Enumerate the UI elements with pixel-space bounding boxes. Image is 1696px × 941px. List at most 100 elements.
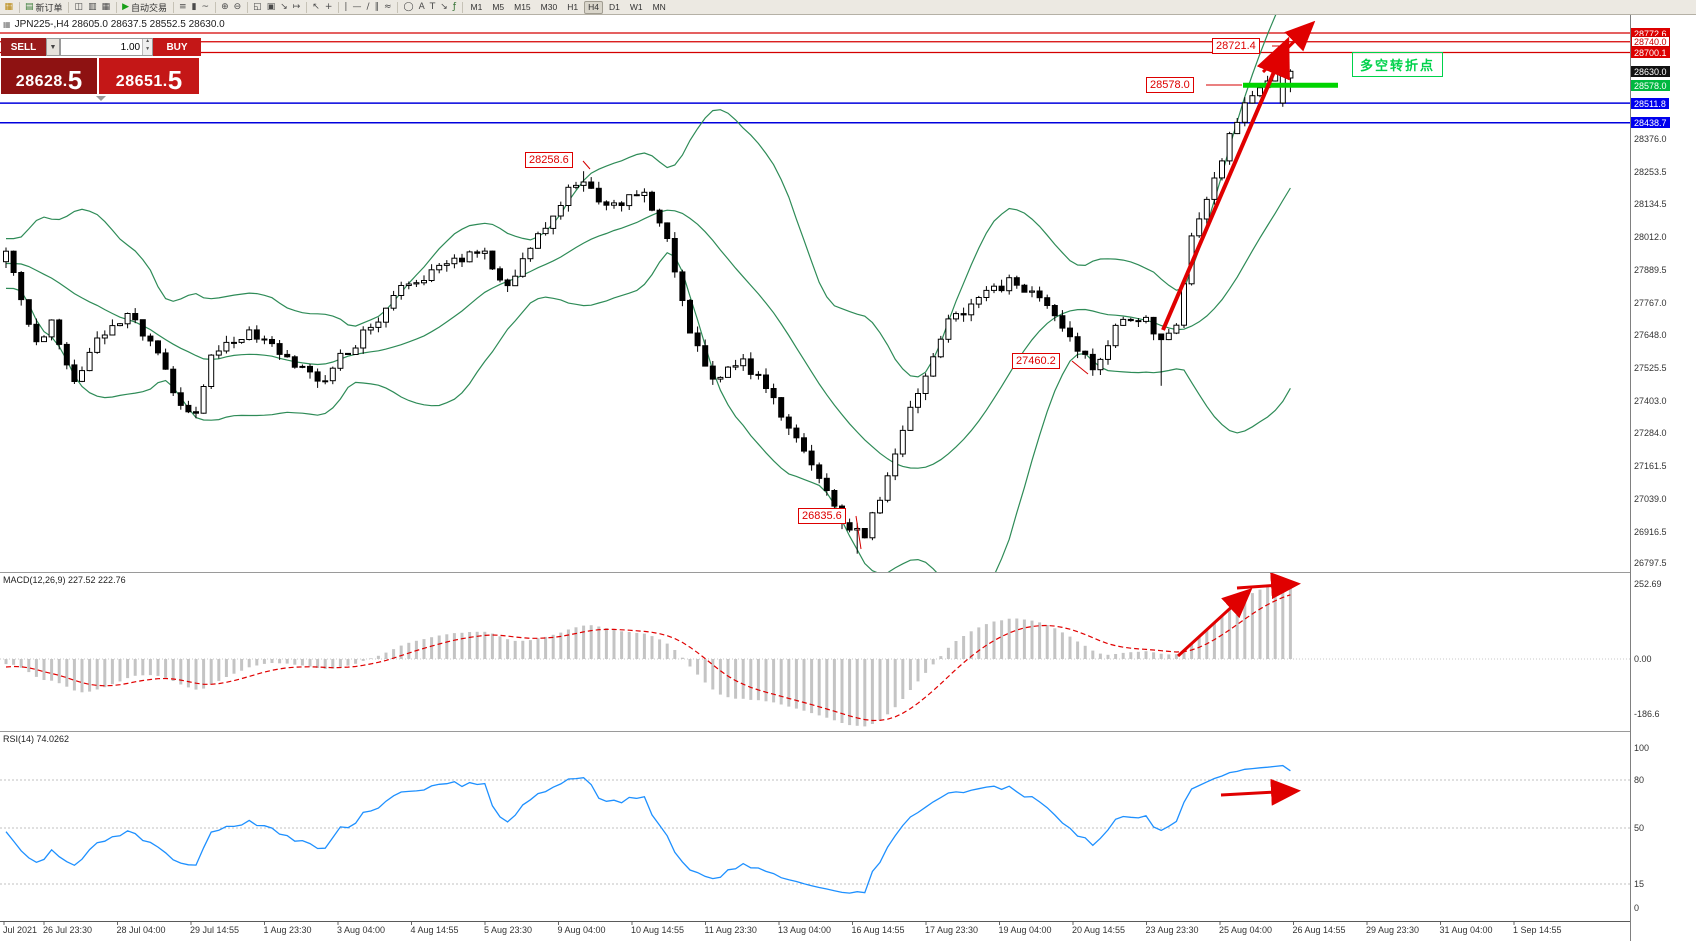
text-label-button[interactable]: T	[427, 1, 438, 14]
candle-body	[18, 272, 25, 301]
timeframe-h4-button[interactable]: H4	[583, 0, 604, 14]
panel-collapse-handle[interactable]	[96, 96, 106, 101]
candle-body	[291, 356, 298, 368]
candle-body	[421, 280, 427, 284]
macd-histogram-bar	[110, 659, 114, 685]
candle-body	[960, 313, 967, 316]
price-axis-tick: 28376.0	[1634, 134, 1667, 145]
timeframe-w1-button[interactable]: W1	[629, 1, 643, 12]
sell-price-display[interactable]: 28628. 5	[1, 58, 97, 94]
timeframe-h1-button[interactable]: H1	[567, 1, 579, 12]
zoom-in-icon: ⊕	[221, 1, 229, 12]
candle-body	[679, 271, 686, 301]
horizontal-line-button[interactable]: —	[350, 1, 364, 14]
macd-panel-separator[interactable]	[0, 572, 1630, 573]
cascade-windows-button[interactable]: ▣	[264, 1, 278, 14]
macd-histogram-bar	[316, 659, 320, 668]
fibonacci-button[interactable]: ≈	[381, 1, 394, 14]
timeframe-m30-button[interactable]: M30	[540, 1, 558, 12]
macd-histogram-bar	[308, 659, 312, 667]
candle-body	[390, 295, 397, 309]
candle-body	[215, 350, 222, 356]
timeframe-m1-button[interactable]: M1	[470, 1, 483, 12]
macd-histogram-bar	[430, 637, 434, 659]
time-axis-label: 29 Aug 23:30	[1366, 925, 1420, 935]
volume-input[interactable]	[61, 39, 143, 55]
macd-histogram-bar	[756, 659, 760, 701]
macd-histogram-bar	[1258, 589, 1262, 659]
macd-histogram-bar	[1106, 654, 1110, 659]
tile-windows-button[interactable]: ◱	[251, 1, 265, 14]
chart-shift-icon: ↦	[292, 1, 301, 12]
bar-chart-button[interactable]: ≡	[177, 1, 190, 14]
terminal-button[interactable]: ▦	[99, 1, 113, 14]
line-chart-button[interactable]: ~	[199, 1, 212, 14]
macd-axis-tick: 0.00	[1634, 653, 1652, 664]
timeframe-d1-button[interactable]: D1	[608, 1, 620, 12]
charts-button[interactable]: ◫	[72, 1, 86, 14]
new-order-button[interactable]: ▤ 新订单	[23, 1, 66, 14]
macd-histogram-bar	[772, 659, 776, 703]
candle-body	[345, 352, 351, 355]
timeframe-mn-button[interactable]: MN	[652, 1, 666, 12]
macd-histogram-bar	[50, 659, 54, 681]
volume-decrease-button[interactable]: ▼	[143, 47, 152, 55]
zoom-in-button[interactable]: ⊕	[219, 1, 232, 14]
macd-histogram-bar	[544, 636, 548, 659]
candle-body	[626, 194, 633, 207]
timeframe-m5-button[interactable]: M5	[492, 1, 505, 12]
zoom-out-button[interactable]: ⊖	[231, 1, 244, 14]
crosshair-button[interactable]: +	[322, 1, 335, 14]
candle-body	[132, 313, 139, 321]
buy-price-display[interactable]: 28651. 5	[99, 58, 199, 94]
toolbar-separator	[214, 1, 216, 13]
chart-shift-button[interactable]: ↦	[290, 1, 303, 14]
arrows-button[interactable]: ↘	[438, 1, 451, 14]
channel-button[interactable]: ∥	[372, 1, 382, 14]
time-axis[interactable]: Jul 2021 26 Jul 23:30 28 Jul 04:00 29 Jul 1…	[0, 922, 1630, 941]
macd-histogram-bar	[1060, 632, 1064, 659]
vertical-line-button[interactable]: |	[342, 1, 350, 14]
buy-button[interactable]: BUY	[153, 38, 201, 56]
shapes-button[interactable]: ◯	[401, 1, 416, 14]
order-type-dropdown[interactable]: ▼	[46, 38, 60, 56]
volume-field: ▲ ▼	[60, 38, 153, 56]
macd-histogram-bar	[1053, 628, 1057, 659]
cursor-button[interactable]: ↖	[310, 1, 323, 14]
trendline-button[interactable]: /	[364, 1, 372, 14]
macd-histogram-bar	[1091, 650, 1095, 659]
timeframe-m15-button[interactable]: M15	[514, 1, 531, 12]
candle-body	[907, 406, 914, 431]
macd-axis-tick: -186.6	[1634, 708, 1660, 719]
candle-body	[519, 258, 526, 277]
candle-body	[177, 392, 184, 406]
candlestick-chart-button[interactable]: ▮	[189, 1, 199, 14]
rsi-panel-separator[interactable]	[0, 731, 1630, 732]
macd-histogram-bar	[156, 659, 160, 676]
macd-axis-tick: 252.69	[1634, 578, 1662, 589]
indicators-button[interactable]: ƒ	[450, 1, 458, 14]
chart-window-button[interactable]: ▦	[2, 1, 16, 14]
candle-body	[269, 339, 275, 345]
macd-histogram-bar	[977, 627, 981, 659]
auto-scroll-button[interactable]: ↘	[278, 1, 291, 14]
macd-histogram-bar	[376, 655, 380, 659]
time-axis-label: 20 Aug 14:55	[1072, 925, 1126, 935]
text-label-icon: T	[429, 1, 436, 12]
price-axis[interactable]: 28772.6 28740.0 28700.1 28630.0 28578.0 28511…	[1631, 15, 1695, 941]
autotrading-button[interactable]: ▶ 自动交易	[120, 1, 170, 14]
volume-spinner: ▲ ▼	[142, 39, 152, 55]
volume-increase-button[interactable]: ▲	[143, 39, 152, 47]
candle-body	[1036, 290, 1043, 299]
one-click-trade-panel: SELL ▼ ▲ ▼ BUY 28628. 5 28651. 5	[1, 38, 201, 101]
navigator-button[interactable]: ▥	[86, 1, 100, 14]
macd-histogram-bar	[665, 643, 669, 659]
text-button[interactable]: A	[416, 1, 427, 14]
sell-button[interactable]: SELL	[1, 38, 46, 56]
toolbar-separator	[18, 1, 20, 13]
tile-windows-icon: ◱	[253, 1, 262, 12]
macd-flat-arrow	[1236, 572, 1301, 600]
macd-histogram-bar	[1182, 650, 1186, 659]
candle-body	[170, 368, 177, 394]
